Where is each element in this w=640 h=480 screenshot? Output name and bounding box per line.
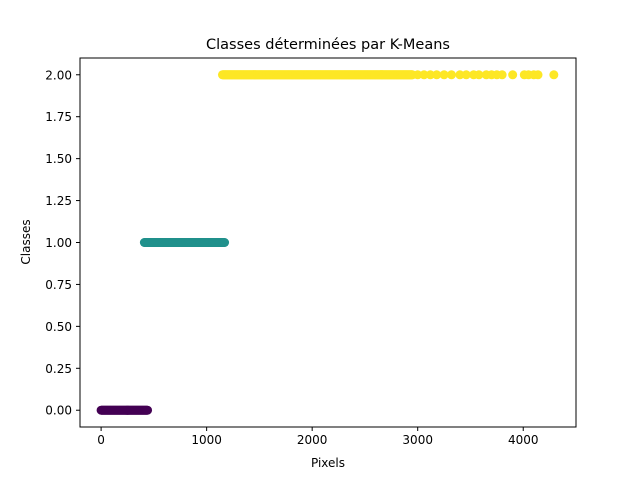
y-tick-label: 0.25 [45,362,72,376]
data-point-class-2 [455,70,465,80]
y-axis-ticks: 0.00 0.25 0.50 0.75 1.00 1.25 1.50 1.75 2.00 [45,68,80,418]
y-tick-label: 1.25 [45,194,72,208]
x-tick-label: 3000 [402,433,433,447]
data-point-class-2 [425,70,435,80]
x-tick-label: 2000 [297,433,328,447]
data-point-class-2 [413,70,423,80]
y-tick-label: 1.75 [45,110,72,124]
y-axis-label: Classes [19,219,33,264]
x-tick-label: 1000 [191,433,222,447]
y-tick-label: 1.50 [45,152,72,166]
data-point-class-2 [432,70,442,80]
x-axis-ticks: 0 1000 2000 3000 4000 [97,427,539,447]
data-point-class-2 [461,70,471,80]
data-point-class-2 [533,70,543,80]
data-points [96,70,559,415]
data-point-class-1 [220,238,230,247]
y-tick-label: 2.00 [45,68,72,82]
data-point-class-2 [439,70,449,80]
data-point-class-2 [446,70,456,80]
y-tick-label: 0.50 [45,320,72,334]
y-tick-label: 1.00 [45,236,72,250]
x-axis-label: Pixels [311,456,345,470]
x-tick-label: 0 [97,433,105,447]
data-point-class-2 [508,70,518,80]
chart-title: Classes déterminées par K-Means [206,37,450,53]
y-tick-label: 0.75 [45,278,72,292]
y-tick-label: 0.00 [45,404,72,418]
data-point-class-2 [419,70,429,80]
data-point-class-2 [549,70,559,80]
data-point-class-2 [474,70,484,80]
x-tick-label: 4000 [508,433,539,447]
data-point-class-0 [143,405,153,415]
data-point-class-2 [497,70,507,80]
